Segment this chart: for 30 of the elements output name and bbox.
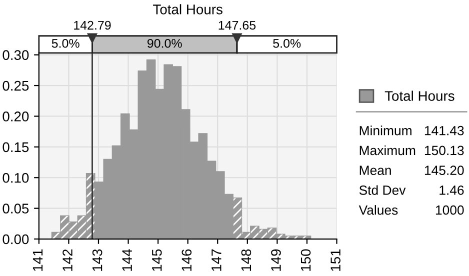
chart-title: Total Hours (153, 4, 222, 14)
x-tick-label: 146 (182, 249, 192, 271)
y-tick-label: 0.00 (2, 234, 29, 244)
x-tick-label: 141 (32, 249, 43, 271)
text: 5.0% (52, 38, 80, 48)
text: Std Dev 1.46 (359, 185, 464, 195)
y-tick-label: 0.25 (2, 80, 29, 91)
x-tick-label: 150 (300, 249, 311, 271)
y-tick-label: 0.20 (2, 112, 29, 122)
x-tick-label: 149 (271, 249, 281, 271)
x-tick-label: 144 (122, 249, 132, 271)
text: 90.0% (147, 38, 182, 48)
x-tick-label: 147 (212, 249, 222, 271)
text: Values 1000 (358, 205, 464, 215)
text: Mean 145.20 (360, 166, 464, 176)
ref-line-label: 142.79 (74, 20, 111, 30)
y-tick-label: 0.30 (2, 50, 29, 60)
x-tick-label: 145 (152, 249, 162, 271)
ref-line-label: 147.65 (218, 20, 256, 30)
text: Maximum 150.13 (360, 145, 464, 156)
x-tick-label: 143 (92, 249, 102, 271)
legend-label: Total Hours (384, 90, 454, 101)
x-tick-label: 142 (62, 249, 72, 271)
text: 5.0% (273, 38, 301, 48)
y-tick-label: 0.10 (2, 172, 29, 183)
text: Minimum 141.43 (360, 126, 464, 136)
y-tick-label: 0.05 (2, 204, 29, 214)
y-tick-label: 0.15 (2, 142, 29, 152)
x-tick-label: 148 (241, 249, 252, 271)
x-tick-label: 151 (330, 249, 340, 271)
